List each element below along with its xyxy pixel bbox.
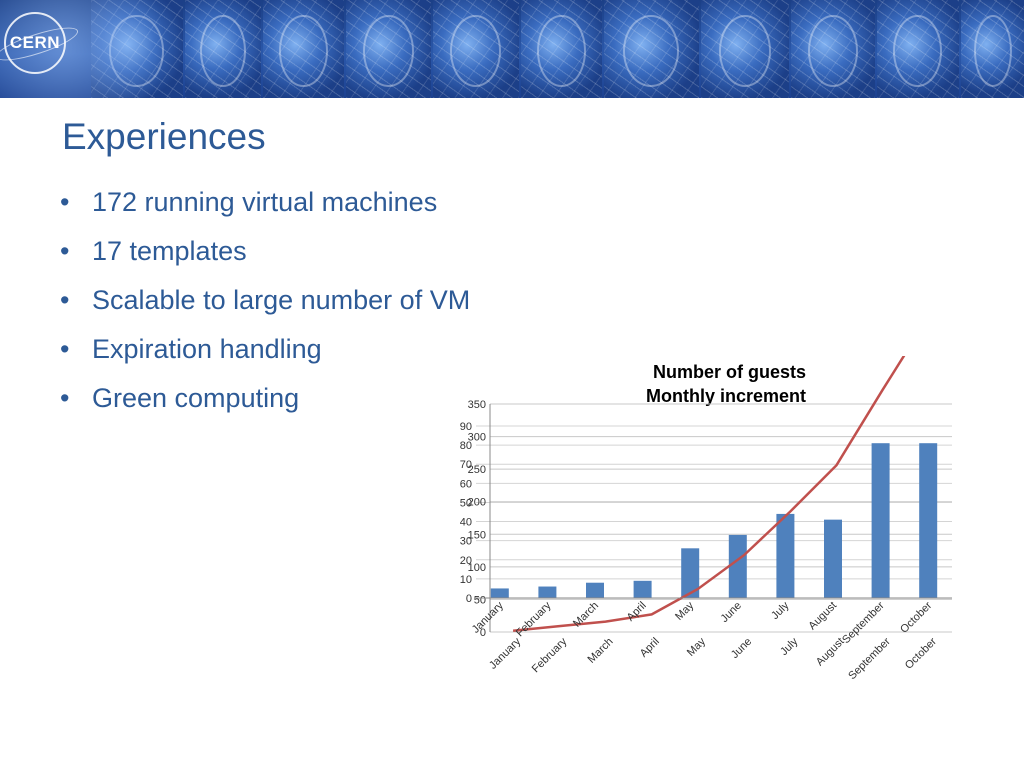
cern-logo: CERN	[4, 12, 66, 74]
bar-x-tick-label: February	[514, 599, 554, 639]
line-x-tick-label: February	[530, 635, 570, 675]
line-x-tick-label: October	[903, 635, 939, 671]
line-y-tick-label: 300	[468, 432, 486, 444]
bar-x-tick-label: June	[719, 600, 744, 625]
bar-y-tick-label: 0	[466, 593, 472, 605]
line-x-tick-label: June	[729, 636, 754, 661]
banner-tile	[263, 0, 344, 98]
bullet-dot: •	[60, 236, 70, 266]
bar	[728, 534, 747, 598]
banner-tile	[701, 0, 789, 98]
bar	[538, 586, 557, 598]
bar-y-tick-label: 90	[460, 421, 472, 433]
bullet-text: Scalable to large number of VM	[92, 285, 471, 315]
bar	[586, 582, 604, 598]
chart-title: Number of guests	[653, 362, 806, 382]
bullet-dot: •	[60, 383, 70, 413]
line-y-tick-label: 50	[474, 594, 486, 606]
bar	[919, 443, 938, 598]
bar-series	[490, 443, 938, 598]
bar-x-tick-label: March	[571, 600, 601, 630]
line-x-tick-label: September	[846, 635, 893, 682]
bullet-dot: •	[60, 187, 70, 217]
chart-subtitle: Monthly increment	[646, 386, 806, 406]
bullet-item: • Green computing	[60, 378, 470, 427]
line-x-tick-label: May	[685, 635, 709, 659]
line-path	[512, 356, 906, 632]
slide-title: Experiences	[62, 116, 266, 157]
bar	[681, 548, 700, 598]
bullet-dot: •	[60, 285, 70, 315]
bar	[633, 580, 652, 598]
bar	[871, 443, 890, 598]
banner-tile	[346, 0, 431, 98]
line-y-tick-label: 350	[468, 399, 486, 411]
bar-y-tick-label: 80	[460, 440, 472, 452]
line-x-tick-label: January	[487, 635, 524, 672]
bar-x-tick-label: July	[769, 599, 792, 622]
bar-y-tick-label: 60	[460, 478, 472, 490]
line-x-tick-label: April	[638, 636, 662, 660]
bullet-item: • Scalable to large number of VM	[60, 280, 470, 329]
banner-tile	[433, 0, 519, 98]
bar-x-tick-label: April	[625, 600, 649, 624]
bullet-text: 172 running virtual machines	[92, 187, 438, 217]
line-y-tick-label: 200	[468, 497, 486, 509]
bar-x-tick-label: October	[898, 599, 934, 635]
banner-tile	[961, 0, 1024, 98]
bullet-item: • 17 templates	[60, 231, 470, 280]
bullet-dot: •	[60, 334, 70, 364]
bullet-item: • 172 running virtual machines	[60, 182, 470, 231]
line-series	[512, 356, 906, 632]
line-x-tick-label: March	[586, 636, 616, 666]
banner-tile	[877, 0, 959, 98]
bar-y-tick-label: 70	[460, 459, 472, 471]
bullet-text: Expiration handling	[92, 334, 322, 364]
bar-y-tick-label: 30	[460, 536, 472, 548]
bar-y-tick-label: 40	[460, 517, 472, 529]
bullet-text: 17 templates	[92, 236, 247, 266]
bar	[824, 519, 842, 598]
bar	[776, 513, 795, 598]
bullet-item: • Expiration handling	[60, 329, 470, 378]
line-y-tick-label: 250	[468, 464, 486, 476]
banner-tile	[791, 0, 875, 98]
bar-y-tick-label: 20	[460, 555, 472, 567]
banner-tile	[604, 0, 699, 98]
bar-y-tick-label: 10	[460, 574, 472, 586]
banner-tile	[521, 0, 602, 98]
bar-x-tick-label: August	[806, 600, 839, 633]
header-banner: CERN	[0, 0, 1024, 98]
bullet-text: Green computing	[92, 383, 300, 413]
line-x-tick-label: July	[778, 635, 801, 658]
bar-x-tick-label: May	[673, 599, 697, 623]
line-y-tick-label: 150	[468, 529, 486, 541]
bar	[490, 588, 509, 598]
line-y-tick-label: 0	[480, 627, 486, 639]
guests-chart: Number of guests Monthly increment 05010…	[460, 356, 952, 682]
line-x-tick-label: August	[814, 636, 847, 669]
bar-y-tick-label: 50	[460, 497, 472, 509]
line-y-tick-label: 100	[468, 562, 486, 574]
bullet-list: • 172 running virtual machines • 17 templa…	[60, 182, 470, 427]
